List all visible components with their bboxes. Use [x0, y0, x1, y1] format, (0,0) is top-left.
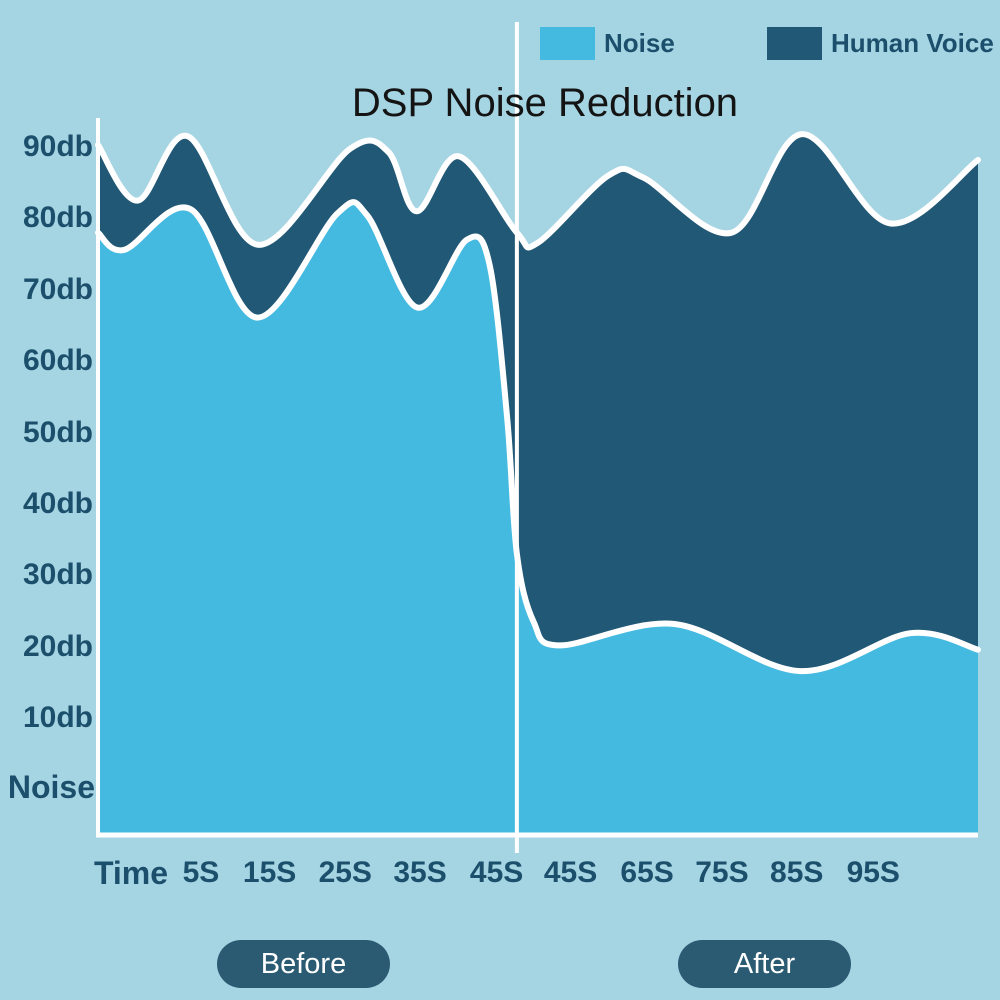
- y-tick-40db: 40db: [22, 487, 93, 520]
- x-tick-75s: 75S: [695, 856, 749, 889]
- y-tick-60db: 60db: [22, 344, 93, 378]
- noise-swatch: [540, 27, 595, 60]
- x-axis-title: Time: [93, 855, 169, 891]
- x-tick-85s: 85S: [770, 856, 824, 889]
- legend-item-human-voice: Human Voice: [767, 27, 994, 60]
- human-voice-curve: [95, 131, 981, 251]
- legend-label-human-voice: Human Voice: [831, 28, 994, 58]
- x-tick-95s: 95S: [846, 856, 900, 889]
- y-tick-30db: 30db: [22, 558, 93, 592]
- y-tick-80db: 80db: [22, 201, 93, 235]
- y-tick-20db: 20db: [22, 629, 93, 663]
- x-tick-45s-before: 45S: [469, 856, 524, 889]
- y-tick-70db: 70db: [22, 272, 93, 306]
- legend-item-noise: Noise: [540, 27, 675, 60]
- human-voice-swatch: [767, 27, 822, 60]
- x-tick-65s: 65S: [620, 856, 674, 889]
- x-tick-45s-after: 45S: [543, 856, 598, 889]
- noise-curve: [95, 199, 981, 675]
- after-button[interactable]: After: [678, 940, 851, 988]
- x-tick-35s: 35S: [393, 856, 447, 889]
- before-button[interactable]: Before: [217, 940, 390, 988]
- x-tick-15s: 15S: [242, 856, 297, 889]
- y-tick-10db: 10db: [22, 701, 93, 735]
- y-tick-50db: 50db: [22, 415, 93, 449]
- y-tick-90db: 90db: [22, 130, 93, 163]
- chart-title: DSP Noise Reduction: [351, 81, 739, 125]
- y-axis-title: Noise: [7, 769, 95, 805]
- x-tick-25s: 25S: [318, 856, 372, 889]
- x-tick-5s: 5S: [182, 856, 220, 889]
- legend-label-noise: Noise: [604, 28, 675, 58]
- noise-area: [98, 202, 978, 835]
